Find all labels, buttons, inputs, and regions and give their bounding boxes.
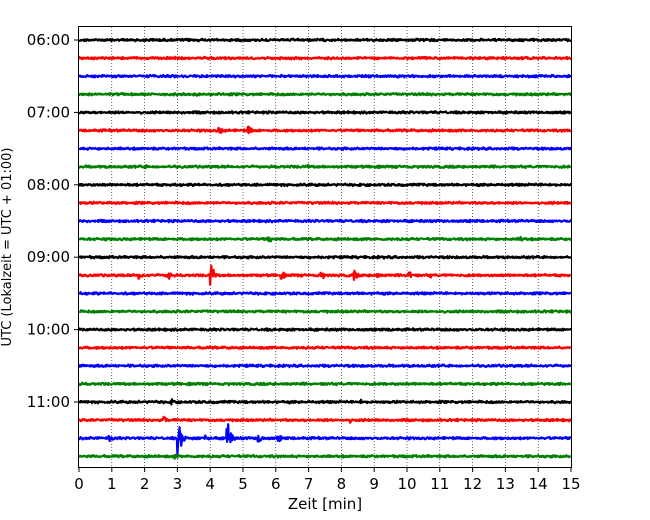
trace-line bbox=[78, 363, 572, 369]
trace-line bbox=[78, 37, 573, 43]
x-tick-label: 11 bbox=[430, 475, 449, 493]
y-tick-label: 09:00 bbox=[27, 248, 70, 266]
x-tick-label: 5 bbox=[238, 475, 248, 493]
x-tick-label: 7 bbox=[304, 475, 314, 493]
x-tick-label: 13 bbox=[496, 475, 515, 493]
trace-line bbox=[78, 200, 572, 206]
plot-frame bbox=[78, 26, 572, 468]
y-tick-label: 11:00 bbox=[27, 393, 70, 411]
x-tick-label: 8 bbox=[337, 475, 347, 493]
vertical-grid bbox=[111, 27, 539, 467]
seismogram-traces bbox=[77, 37, 573, 460]
x-tick-label: 12 bbox=[463, 475, 482, 493]
trace-line bbox=[78, 236, 572, 243]
y-tick-label: 06:00 bbox=[27, 31, 70, 49]
trace-line bbox=[78, 453, 572, 460]
y-axis-label: UTC (Lokalzeit = UTC + 01:00) bbox=[0, 148, 15, 347]
x-tick-label: 0 bbox=[74, 475, 84, 493]
y-tick-label: 07:00 bbox=[27, 103, 70, 121]
trace-line bbox=[78, 182, 572, 188]
trace-line bbox=[78, 291, 572, 296]
trace-line bbox=[77, 327, 572, 332]
trace-line bbox=[78, 381, 573, 387]
trace-line bbox=[77, 55, 573, 61]
trace-line bbox=[77, 73, 572, 79]
trace-line bbox=[78, 345, 572, 351]
trace-line bbox=[78, 398, 572, 406]
x-tick-label: 2 bbox=[140, 475, 150, 493]
x-axis-ticks: 0 1 2 3 4 5 6 7 8 9 10 11 12 13 14 15 bbox=[74, 467, 581, 493]
trace-line bbox=[78, 264, 572, 286]
x-tick-label: 15 bbox=[561, 475, 580, 493]
trace-line bbox=[78, 423, 572, 456]
x-tick-label: 1 bbox=[107, 475, 117, 493]
x-tick-label: 9 bbox=[369, 475, 379, 493]
trace-line bbox=[78, 125, 572, 135]
trace-line bbox=[78, 309, 572, 314]
x-tick-label: 10 bbox=[397, 475, 416, 493]
x-tick-label: 14 bbox=[529, 475, 548, 493]
x-tick-label: 6 bbox=[271, 475, 281, 493]
y-axis-ticks: 06:00 07:00 08:00 09:00 10:00 11:00 bbox=[27, 31, 79, 411]
x-axis-label: Zeit [min] bbox=[288, 495, 362, 513]
trace-line bbox=[78, 146, 572, 151]
trace-line bbox=[78, 110, 572, 115]
trace-line bbox=[78, 91, 572, 97]
trace-line bbox=[78, 415, 572, 424]
y-tick-label: 10:00 bbox=[27, 321, 70, 339]
trace-line bbox=[78, 163, 572, 170]
trace-line bbox=[78, 218, 573, 224]
x-tick-label: 3 bbox=[173, 475, 183, 493]
y-tick-label: 08:00 bbox=[27, 176, 70, 194]
trace-line bbox=[78, 254, 572, 260]
x-tick-label: 4 bbox=[205, 475, 215, 493]
